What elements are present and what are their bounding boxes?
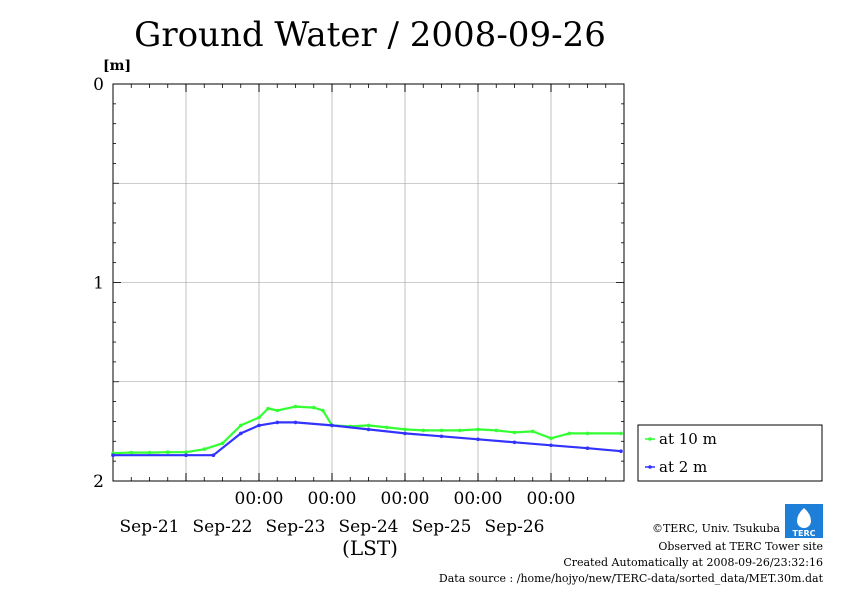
y-axis-unit-label: [m]	[103, 58, 131, 74]
data-point-10m	[129, 450, 134, 455]
x-tick-time-label: 00:00	[454, 489, 503, 509]
data-point-10m	[312, 405, 316, 410]
data-point-10m	[512, 430, 517, 435]
data-point-10m	[531, 429, 535, 434]
data-point-10m	[549, 436, 553, 441]
data-point-2m	[293, 420, 298, 425]
data-point-10m	[567, 431, 572, 436]
data-point-10m	[275, 408, 280, 413]
copyright-text: ©TERC, Univ. Tsukuba	[652, 522, 780, 535]
water-drop-icon	[797, 508, 811, 528]
data-point-10m	[385, 425, 389, 430]
data-point-10m	[366, 423, 371, 428]
axis-labels: 0 1 2 00:00 00:00 00:00 00:00 00:00 Sep-21 Sep-22…	[93, 75, 575, 537]
data-point-10m	[293, 404, 298, 409]
data-point-2m	[184, 453, 188, 458]
legend-box	[637, 424, 823, 482]
data-point-10m	[439, 428, 444, 433]
x-tick-date-label: Sep-26	[485, 517, 545, 537]
x-tick-date-label: Sep-22	[193, 517, 253, 537]
data-point-2m	[111, 453, 115, 458]
data-point-10m	[220, 441, 225, 446]
data-point-2m	[403, 431, 407, 436]
data-point-10m	[184, 450, 188, 455]
data-point-10m	[266, 406, 270, 411]
x-tick-time-label: 00:00	[381, 489, 430, 509]
terc-logo-text: TERC	[793, 529, 816, 538]
data-point-10m	[458, 428, 462, 433]
data-point-10m	[619, 431, 623, 436]
legend-marker-2m	[648, 465, 652, 469]
legend: at 10 m at 2 m	[637, 424, 823, 482]
x-tick-time-label: 00:00	[235, 489, 284, 509]
data-point-10m	[202, 447, 207, 452]
data-point-2m	[275, 420, 280, 425]
observed-text: Observed at TERC Tower site	[658, 540, 823, 553]
axis-ticks	[113, 83, 624, 482]
data-point-2m	[330, 423, 334, 428]
data-point-2m	[211, 453, 216, 458]
x-tick-date-label: Sep-21	[120, 517, 180, 537]
chart-title: Ground Water / 2008-09-26	[134, 15, 606, 55]
data-point-2m	[512, 440, 517, 445]
grid-lines	[113, 84, 624, 481]
data-point-2m	[366, 427, 371, 432]
data-source-text: Data source : /home/hojyo/new/TERC-data/…	[439, 572, 824, 585]
x-tick-date-label: Sep-24	[339, 517, 399, 537]
x-tick-time-label: 00:00	[308, 489, 357, 509]
legend-label-10m: at 10 m	[659, 430, 717, 448]
y-tick-label: 1	[93, 274, 104, 294]
data-point-10m	[147, 450, 152, 455]
y-tick-label: 2	[93, 472, 104, 492]
data-point-10m	[321, 408, 325, 413]
data-point-10m	[239, 423, 243, 428]
x-tick-date-label: Sep-25	[412, 517, 472, 537]
data-point-2m	[585, 446, 590, 451]
series-layer	[111, 404, 623, 458]
y-tick-label: 0	[93, 75, 104, 95]
x-tick-time-label: 00:00	[527, 489, 576, 509]
data-point-2m	[239, 431, 243, 436]
created-text: Created Automatically at 2008-09-26/23:3…	[563, 556, 823, 569]
series-line-2m	[113, 421, 622, 457]
data-point-2m	[476, 437, 480, 442]
data-point-10m	[494, 428, 499, 433]
data-point-10m	[476, 427, 480, 432]
data-point-2m	[619, 449, 623, 454]
data-point-10m	[585, 431, 590, 436]
x-axis-label: (LST)	[342, 536, 398, 560]
data-point-10m	[166, 450, 170, 455]
data-point-2m	[439, 434, 444, 439]
data-point-10m	[403, 427, 407, 432]
data-point-10m	[421, 428, 426, 433]
data-point-2m	[549, 443, 553, 448]
terc-logo: TERC	[785, 504, 823, 538]
legend-marker-10m	[648, 437, 652, 441]
data-point-2m	[257, 423, 261, 428]
x-tick-date-label: Sep-23	[266, 517, 326, 537]
data-point-10m	[257, 415, 261, 420]
legend-label-2m: at 2 m	[659, 458, 707, 476]
